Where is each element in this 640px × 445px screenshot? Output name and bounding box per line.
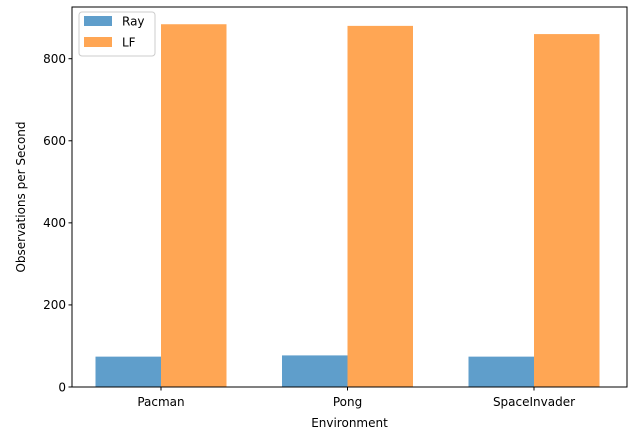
y-axis-ticks: 0 200 400 600 800 xyxy=(43,52,72,394)
legend: Ray LF xyxy=(78,11,156,57)
bar-ray-pacman xyxy=(95,356,161,387)
bar-lf-pong xyxy=(347,25,413,387)
bar-ray-spaceinvader xyxy=(468,356,534,387)
legend-label-lf: LF xyxy=(122,36,136,50)
bars-group xyxy=(95,24,600,388)
bar-lf-pacman xyxy=(161,24,227,388)
x-tick-label-spaceinvader: SpaceInvader xyxy=(493,395,575,409)
y-tick-label: 600 xyxy=(43,134,66,148)
y-tick-label: 0 xyxy=(58,380,66,394)
legend-swatch-ray xyxy=(84,16,112,26)
x-tick-label-pacman: Pacman xyxy=(137,395,184,409)
y-tick-label: 800 xyxy=(43,52,66,66)
bar-ray-pong xyxy=(282,355,348,387)
y-tick-label: 400 xyxy=(43,216,66,230)
x-axis-label: Environment xyxy=(311,416,388,430)
y-axis-label: Observations per Second xyxy=(14,121,28,272)
legend-label-ray: Ray xyxy=(122,15,145,29)
x-axis-ticks: Pacman Pong SpaceInvader xyxy=(137,387,575,409)
bar-lf-spaceinvader xyxy=(534,34,600,388)
x-tick-label-pong: Pong xyxy=(333,395,362,409)
legend-swatch-lf xyxy=(84,37,112,47)
plot-frame xyxy=(71,6,628,388)
y-tick-label: 200 xyxy=(43,298,66,312)
